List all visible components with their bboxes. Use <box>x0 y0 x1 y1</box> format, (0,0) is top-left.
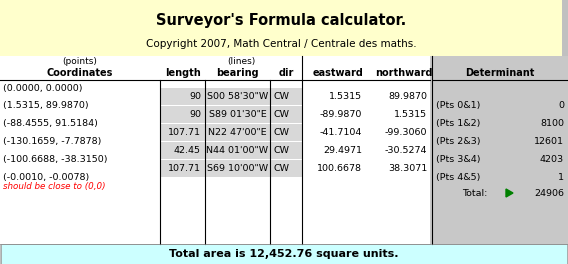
Text: 107.71: 107.71 <box>168 164 201 173</box>
Text: S69 10'00"W: S69 10'00"W <box>207 164 268 173</box>
Text: 29.4971: 29.4971 <box>323 146 362 155</box>
Text: (-130.1659, -7.7878): (-130.1659, -7.7878) <box>3 137 101 146</box>
Text: 90: 90 <box>189 92 201 101</box>
Bar <box>0 0 562 56</box>
Bar <box>562 0 568 56</box>
Text: 1: 1 <box>558 173 564 182</box>
Text: CW: CW <box>274 164 290 173</box>
Text: N44 01'00"W: N44 01'00"W <box>206 146 269 155</box>
Text: -30.5274: -30.5274 <box>385 146 427 155</box>
Text: eastward: eastward <box>313 68 364 78</box>
Text: -89.9870: -89.9870 <box>320 110 362 119</box>
Text: 1.5315: 1.5315 <box>329 92 362 101</box>
Text: 100.6678: 100.6678 <box>317 164 362 173</box>
Text: -99.3060: -99.3060 <box>385 128 427 137</box>
Text: (-0.0010, -0.0078): (-0.0010, -0.0078) <box>3 173 89 182</box>
Text: Total area is 12,452.76 square units.: Total area is 12,452.76 square units. <box>169 249 399 259</box>
Text: should be close to (0,0): should be close to (0,0) <box>3 182 106 191</box>
Text: 42.45: 42.45 <box>174 146 201 155</box>
Text: 24906: 24906 <box>534 188 564 197</box>
Text: Copyright 2007, Math Central / Centrale des maths.: Copyright 2007, Math Central / Centrale … <box>145 39 416 49</box>
Text: S89 01'30"E: S89 01'30"E <box>208 110 266 119</box>
Text: (1.5315, 89.9870): (1.5315, 89.9870) <box>3 101 89 110</box>
Text: 8100: 8100 <box>540 119 564 128</box>
Text: 4203: 4203 <box>540 155 564 164</box>
Text: (Pts 3&4): (Pts 3&4) <box>436 155 481 164</box>
Text: Total:: Total: <box>462 188 487 197</box>
Text: (Pts 4&5): (Pts 4&5) <box>436 173 481 182</box>
Bar <box>160 142 302 159</box>
Text: 12601: 12601 <box>534 137 564 146</box>
Text: N22 47'00"E: N22 47'00"E <box>208 128 267 137</box>
Text: CW: CW <box>274 110 290 119</box>
Text: Coordinates: Coordinates <box>47 68 113 78</box>
Text: bearing: bearing <box>216 68 259 78</box>
Bar <box>160 88 302 105</box>
Text: (Pts 0&1): (Pts 0&1) <box>436 101 481 110</box>
Text: (lines): (lines) <box>227 57 255 66</box>
Text: CW: CW <box>274 128 290 137</box>
Text: (Pts 1&2): (Pts 1&2) <box>436 119 481 128</box>
Text: (Pts 2&3): (Pts 2&3) <box>436 137 481 146</box>
Polygon shape <box>506 189 513 197</box>
Bar <box>160 106 302 123</box>
Text: -41.7104: -41.7104 <box>320 128 362 137</box>
Text: (points): (points) <box>62 57 98 66</box>
Text: length: length <box>165 68 201 78</box>
Text: (0.0000, 0.0000): (0.0000, 0.0000) <box>3 84 82 93</box>
Bar <box>160 124 302 141</box>
Text: 1.5315: 1.5315 <box>394 110 427 119</box>
Text: dir: dir <box>278 68 294 78</box>
Text: CW: CW <box>274 92 290 101</box>
Text: S00 58'30"W: S00 58'30"W <box>207 92 268 101</box>
Text: Surveyor's Formula calculator.: Surveyor's Formula calculator. <box>156 12 406 27</box>
Text: (-100.6688, -38.3150): (-100.6688, -38.3150) <box>3 155 107 164</box>
Bar <box>0 56 568 244</box>
Text: (-88.4555, 91.5184): (-88.4555, 91.5184) <box>3 119 98 128</box>
Text: Determinant: Determinant <box>465 68 534 78</box>
Text: 90: 90 <box>189 110 201 119</box>
Text: 0: 0 <box>558 101 564 110</box>
Bar <box>1 244 567 264</box>
Text: CW: CW <box>274 146 290 155</box>
Bar <box>160 160 302 177</box>
Text: 89.9870: 89.9870 <box>388 92 427 101</box>
Text: northward: northward <box>375 68 432 78</box>
Text: 107.71: 107.71 <box>168 128 201 137</box>
Bar <box>0 56 430 244</box>
Text: 38.3071: 38.3071 <box>388 164 427 173</box>
